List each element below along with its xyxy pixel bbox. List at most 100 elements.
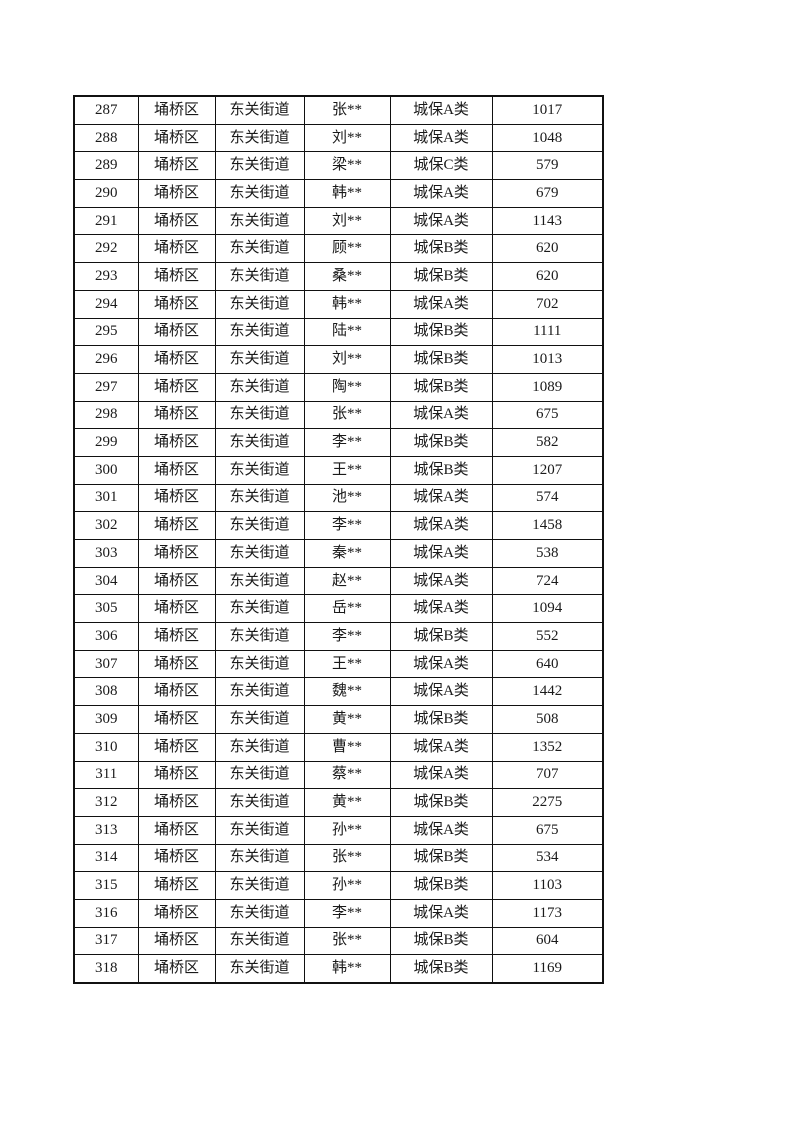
cell-masked-name: 魏** (303, 677, 391, 707)
cell-street: 东关街道 (214, 705, 305, 734)
cell-district: 埇桥区 (137, 760, 216, 790)
cell-category: 城保A类 (389, 95, 493, 125)
cell-amount: 724 (491, 566, 604, 596)
table-row: 302 埇桥区 东关街道 李** 城保A类 1458 (73, 511, 604, 540)
cell-serial-number: 299 (73, 428, 139, 457)
cell-category: 城保B类 (389, 871, 493, 900)
table-row: 312 埇桥区 东关街道 黄** 城保B类 2275 (73, 788, 604, 817)
cell-street: 东关街道 (214, 483, 305, 513)
cell-district: 埇桥区 (137, 345, 216, 374)
cell-masked-name: 刘** (303, 345, 391, 374)
cell-masked-name: 张** (303, 843, 391, 873)
cell-amount: 1207 (491, 455, 604, 485)
cell-serial-number: 294 (73, 289, 139, 319)
cell-category: 城保B类 (389, 926, 493, 956)
cell-category: 城保A类 (389, 677, 493, 707)
table-row: 317 埇桥区 东关街道 张** 城保B类 604 (73, 926, 604, 956)
cell-category: 城保B类 (389, 234, 493, 264)
cell-category: 城保A类 (389, 594, 493, 624)
cell-serial-number: 298 (73, 400, 139, 430)
cell-masked-name: 孙** (303, 871, 391, 900)
cell-serial-number: 313 (73, 815, 139, 845)
cell-amount: 620 (491, 262, 604, 291)
cell-district: 埇桥区 (137, 234, 216, 264)
cell-serial-number: 295 (73, 317, 139, 347)
beneficiary-table: 287 埇桥区 东关街道 张** 城保A类 1017 288 埇桥区 东关街道 刘** 城保A类 10… (73, 95, 604, 984)
cell-street: 东关街道 (214, 760, 305, 790)
cell-masked-name: 曹** (303, 732, 391, 762)
cell-district: 埇桥区 (137, 594, 216, 624)
cell-masked-name: 韩** (303, 954, 391, 984)
table-row: 296 埇桥区 东关街道 刘** 城保B类 1013 (73, 345, 604, 374)
cell-category: 城保B类 (389, 345, 493, 374)
cell-category: 城保A类 (389, 179, 493, 208)
cell-street: 东关街道 (214, 455, 305, 485)
cell-masked-name: 黄** (303, 788, 391, 817)
cell-category: 城保A类 (389, 289, 493, 319)
cell-serial-number: 318 (73, 954, 139, 984)
table-row: 297 埇桥区 东关街道 陶** 城保B类 1089 (73, 372, 604, 402)
cell-street: 东关街道 (214, 732, 305, 762)
cell-district: 埇桥区 (137, 428, 216, 457)
cell-amount: 707 (491, 760, 604, 790)
table-row: 315 埇桥区 东关街道 孙** 城保B类 1103 (73, 871, 604, 900)
cell-serial-number: 307 (73, 649, 139, 679)
cell-street: 东关街道 (214, 151, 305, 181)
table-row: 307 埇桥区 东关街道 王** 城保A类 640 (73, 649, 604, 679)
cell-amount: 574 (491, 483, 604, 513)
table-row: 313 埇桥区 东关街道 孙** 城保A类 675 (73, 815, 604, 845)
cell-category: 城保B类 (389, 262, 493, 291)
table-row: 316 埇桥区 东关街道 李** 城保A类 1173 (73, 898, 604, 928)
cell-masked-name: 桑** (303, 262, 391, 291)
cell-district: 埇桥区 (137, 788, 216, 817)
cell-amount: 1048 (491, 123, 604, 153)
cell-category: 城保B类 (389, 705, 493, 734)
table-row: 308 埇桥区 东关街道 魏** 城保A类 1442 (73, 677, 604, 707)
cell-category: 城保B类 (389, 455, 493, 485)
cell-serial-number: 293 (73, 262, 139, 291)
cell-serial-number: 316 (73, 898, 139, 928)
cell-amount: 1173 (491, 898, 604, 928)
cell-category: 城保B类 (389, 954, 493, 984)
cell-amount: 675 (491, 400, 604, 430)
cell-street: 东关街道 (214, 289, 305, 319)
cell-masked-name: 李** (303, 428, 391, 457)
cell-serial-number: 317 (73, 926, 139, 956)
cell-amount: 534 (491, 843, 604, 873)
cell-serial-number: 296 (73, 345, 139, 374)
table-row: 290 埇桥区 东关街道 韩** 城保A类 679 (73, 179, 604, 208)
cell-masked-name: 王** (303, 649, 391, 679)
cell-serial-number: 303 (73, 539, 139, 568)
cell-street: 东关街道 (214, 898, 305, 928)
table-row: 294 埇桥区 东关街道 韩** 城保A类 702 (73, 289, 604, 319)
cell-amount: 679 (491, 179, 604, 208)
cell-street: 东关街道 (214, 926, 305, 956)
cell-district: 埇桥区 (137, 206, 216, 236)
cell-serial-number: 312 (73, 788, 139, 817)
cell-amount: 1111 (491, 317, 604, 347)
cell-district: 埇桥区 (137, 677, 216, 707)
cell-category: 城保B类 (389, 843, 493, 873)
cell-amount: 1089 (491, 372, 604, 402)
cell-amount: 604 (491, 926, 604, 956)
cell-masked-name: 刘** (303, 206, 391, 236)
table-row: 318 埇桥区 东关街道 韩** 城保B类 1169 (73, 954, 604, 984)
cell-street: 东关街道 (214, 539, 305, 568)
cell-district: 埇桥区 (137, 455, 216, 485)
cell-district: 埇桥区 (137, 123, 216, 153)
cell-district: 埇桥区 (137, 539, 216, 568)
cell-amount: 508 (491, 705, 604, 734)
cell-serial-number: 289 (73, 151, 139, 181)
table-row: 300 埇桥区 东关街道 王** 城保B类 1207 (73, 455, 604, 485)
cell-street: 东关街道 (214, 843, 305, 873)
cell-category: 城保A类 (389, 898, 493, 928)
cell-street: 东关街道 (214, 649, 305, 679)
cell-district: 埇桥区 (137, 400, 216, 430)
cell-category: 城保B类 (389, 788, 493, 817)
cell-street: 东关街道 (214, 677, 305, 707)
cell-masked-name: 陆** (303, 317, 391, 347)
cell-amount: 675 (491, 815, 604, 845)
table-row: 288 埇桥区 东关街道 刘** 城保A类 1048 (73, 123, 604, 153)
cell-street: 东关街道 (214, 179, 305, 208)
table-row: 299 埇桥区 东关街道 李** 城保B类 582 (73, 428, 604, 457)
